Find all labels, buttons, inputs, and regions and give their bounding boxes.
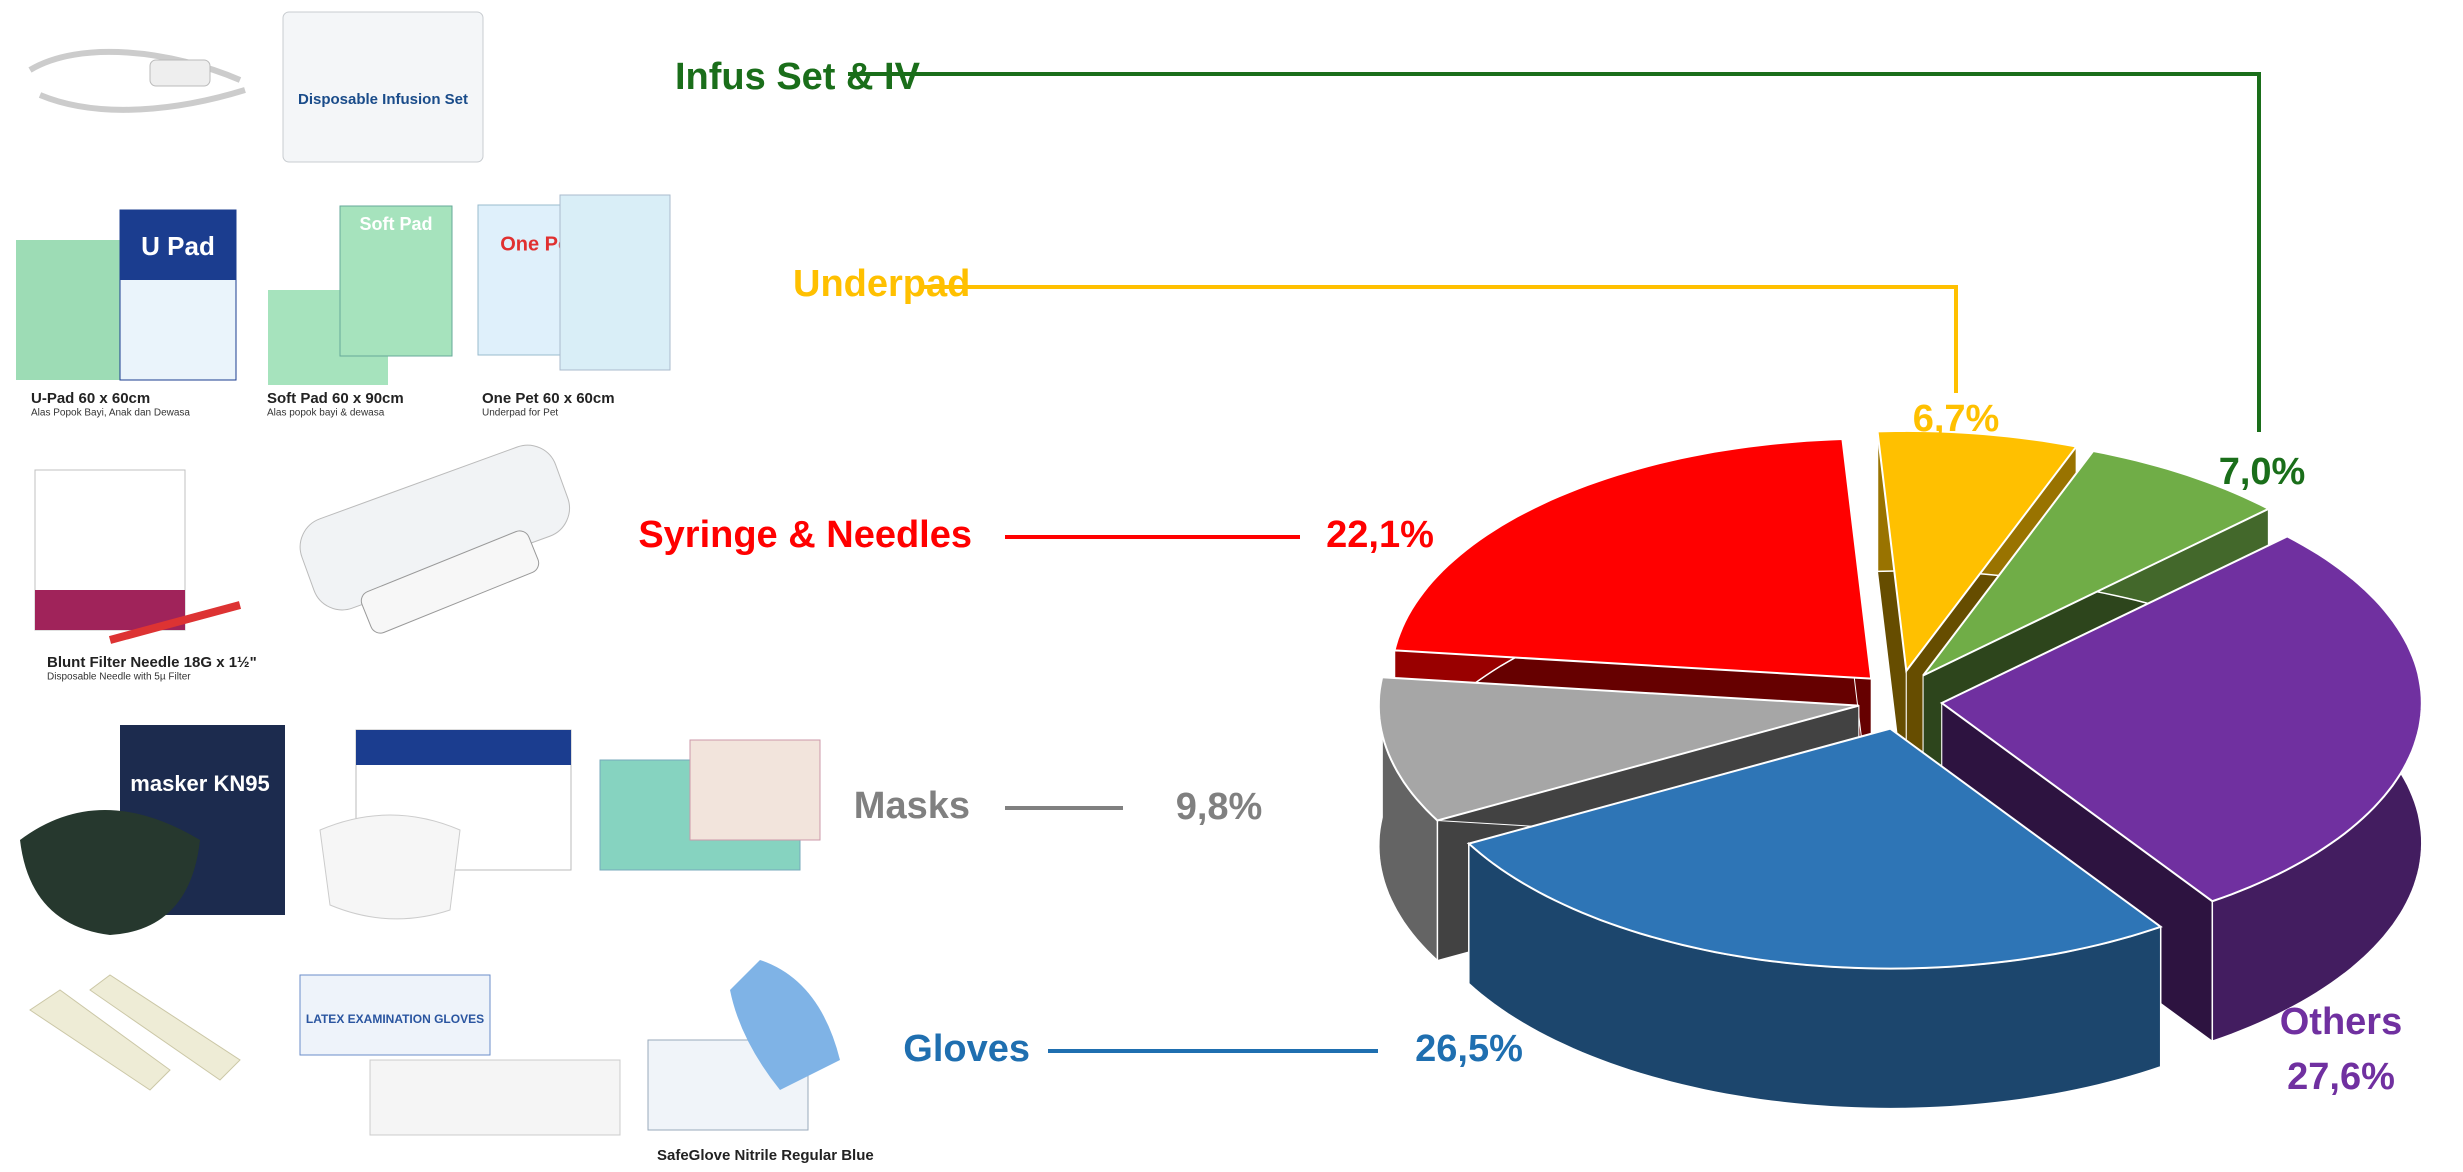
tubing-chamber bbox=[150, 60, 210, 86]
package-text: U Pad bbox=[141, 231, 215, 261]
value-label: 7,0% bbox=[2219, 451, 2306, 493]
package-text: Soft Pad bbox=[359, 214, 432, 234]
value-label: 6,7% bbox=[1913, 398, 2000, 440]
category-label: Infus Set & IV bbox=[675, 56, 921, 98]
category-label: Underpad bbox=[793, 263, 970, 305]
product-note: Alas popok bayi & dewasa bbox=[267, 408, 385, 419]
product-note: Alas Popok Bayi, Anak dan Dewasa bbox=[31, 408, 190, 419]
value-label: 26,5% bbox=[1415, 1028, 1523, 1070]
package-text: masker KN95 bbox=[130, 771, 269, 796]
category-label: Others bbox=[2280, 1001, 2402, 1043]
package-text: LATEX EXAMINATION GLOVES bbox=[306, 1012, 484, 1026]
chart: Disposable Infusion Set U Pad Soft Pad O… bbox=[0, 0, 2463, 1167]
product-name: U-Pad 60 x 60cm bbox=[31, 390, 150, 407]
latex-box-2 bbox=[370, 1060, 620, 1135]
onepet-image bbox=[560, 195, 670, 370]
category-label: Syringe & Needles bbox=[638, 514, 972, 556]
product-name: Blunt Filter Needle 18G x 1½" bbox=[47, 654, 257, 671]
package-text: Disposable Infusion Set bbox=[298, 91, 468, 108]
pie-3d bbox=[1379, 431, 2422, 1109]
category-label: Gloves bbox=[903, 1028, 1030, 1070]
surgical-mask-box bbox=[690, 740, 820, 840]
product-name: Soft Pad 60 x 90cm bbox=[267, 390, 404, 407]
white-mask bbox=[320, 815, 460, 919]
product-note: Underpad for Pet bbox=[482, 408, 558, 419]
category-label: Masks bbox=[854, 785, 970, 827]
product-name: SafeGlove Nitrile Regular Blue bbox=[657, 1147, 874, 1164]
product-name: One Pet 60 x 60cm bbox=[482, 390, 615, 407]
mask-box-header bbox=[356, 730, 571, 765]
infusion-package bbox=[283, 12, 483, 162]
value-label: 9,8% bbox=[1176, 786, 1263, 828]
product-note: Disposable Needle with 5µ Filter bbox=[47, 672, 191, 683]
value-label: 27,6% bbox=[2287, 1056, 2395, 1098]
value-label: 22,1% bbox=[1326, 514, 1434, 556]
